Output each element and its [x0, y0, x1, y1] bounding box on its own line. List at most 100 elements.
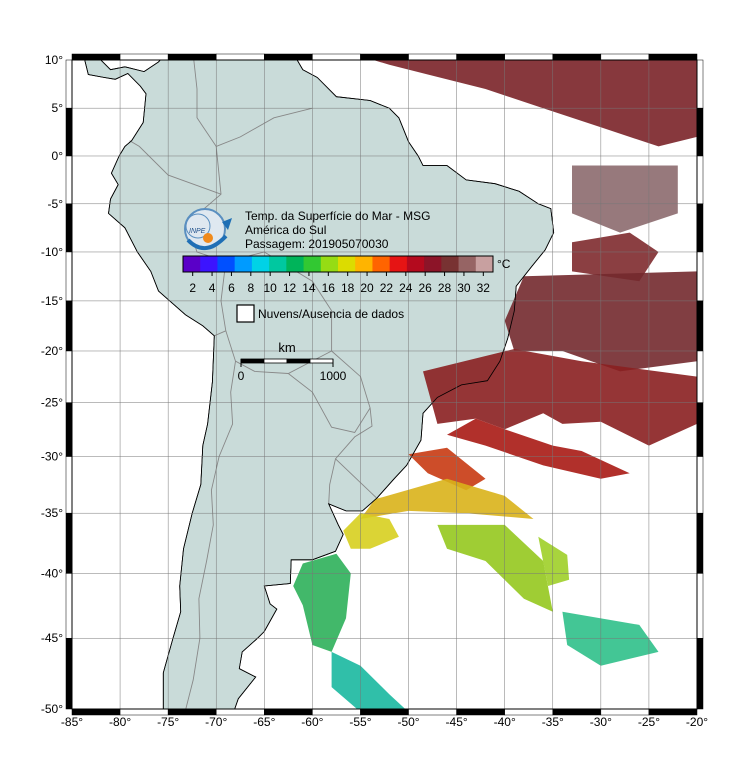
colorbar-cell: [200, 256, 218, 272]
x-tick-label: -20°: [686, 715, 708, 729]
colorbar-tick-label: 8: [247, 281, 254, 295]
frame-band: [600, 53, 650, 61]
frame-band: [65, 155, 73, 205]
frame-band: [552, 53, 602, 61]
colorbar-cell: [338, 256, 356, 272]
x-tick-label: -25°: [638, 715, 660, 729]
frame-band: [264, 53, 313, 61]
sst-patch: [408, 447, 486, 491]
x-tick-label: -65°: [253, 715, 275, 729]
colorbar-cell: [303, 256, 322, 272]
frame-band: [215, 53, 265, 61]
frame-band: [65, 573, 73, 639]
border: [185, 361, 236, 709]
frame-band: [312, 708, 361, 716]
scalebar-segment: [263, 358, 288, 364]
x-tick-label: -70°: [205, 715, 227, 729]
y-tick-label: -50°: [41, 702, 63, 716]
colorbar-tick-label: 18: [341, 281, 355, 295]
frame-band: [456, 53, 505, 61]
border: [193, 60, 217, 147]
x-tick-label: -50°: [397, 715, 419, 729]
frame-band: [696, 300, 704, 352]
frame-band: [65, 637, 73, 710]
frame-band: [456, 708, 505, 716]
colorbar-tick-label: 20: [360, 281, 374, 295]
colorbar-tick-label: 30: [457, 281, 471, 295]
scalebar-label: 1000: [320, 369, 347, 383]
scalebar-segment: [240, 358, 265, 364]
x-tick-label: -55°: [349, 715, 371, 729]
sst-patch: [437, 524, 553, 612]
frame-band: [600, 708, 650, 716]
y-tick-label: -25°: [41, 396, 63, 410]
y-tick-label: -15°: [41, 294, 63, 308]
colorbar-cell: [269, 256, 287, 272]
sst-patch: [293, 553, 351, 652]
frame-band: [167, 708, 217, 716]
sst-patch: [447, 418, 630, 479]
frame-band: [65, 251, 73, 302]
logo: INPE: [184, 208, 232, 250]
x-tick-label: -30°: [590, 715, 612, 729]
sst-patch: [331, 651, 406, 709]
colorbar: 2 4 6 8 10 12 14 16 18 20 22 24 26 28 30 32: [182, 255, 494, 295]
scalebar-segment: [286, 358, 311, 364]
y-tick-label: -40°: [41, 566, 63, 580]
y-tick-label: -10°: [41, 245, 63, 259]
frame-band: [696, 402, 704, 457]
colorbar-tick-label: 24: [399, 281, 413, 295]
frame: [65, 53, 704, 716]
colorbar-tick-label: 22: [380, 281, 394, 295]
x-tick-label: -80°: [109, 715, 131, 729]
frame-band: [65, 512, 73, 574]
x-tick-label: -45°: [446, 715, 468, 729]
frame-band: [696, 251, 704, 302]
frame-band: [552, 708, 602, 716]
title: Temp. da Superfície do Mar - MSG: [245, 209, 430, 223]
colorbar-tick-label: 4: [209, 281, 216, 295]
border: [328, 458, 336, 504]
colorbar-tick-label: 14: [302, 281, 316, 295]
y-tick-label: -35°: [41, 506, 63, 520]
x-tick-label: -40°: [494, 715, 516, 729]
frame-band: [65, 59, 73, 109]
colorbar-tick-label: 10: [264, 281, 278, 295]
frame-band: [65, 456, 73, 514]
colorbar-tick-label: 16: [322, 281, 336, 295]
colorbar-tick-label: 2: [189, 281, 196, 295]
colorbar-tick-label: 28: [438, 281, 452, 295]
border: [288, 373, 371, 434]
border: [214, 261, 227, 337]
x-tick-label: -60°: [301, 715, 323, 729]
overlay: INPE Temp. da Superfície do Mar - MSG Am…: [182, 208, 511, 383]
colorbar-cell: [458, 256, 477, 272]
frame-band: [65, 350, 73, 403]
frame-border: [71, 59, 698, 710]
colorbar-cell: [251, 256, 270, 272]
frame-band: [65, 300, 73, 352]
colorbar-tick-label: 12: [283, 281, 297, 295]
sst-patch: [572, 232, 659, 282]
frame-band: [408, 53, 457, 61]
frame-band: [408, 708, 457, 716]
frame-band: [696, 107, 704, 157]
colorbar-cell: [355, 256, 373, 272]
frame-band: [360, 53, 409, 61]
colorbar-cell: [441, 256, 460, 272]
y-tick-label: -20°: [41, 344, 63, 358]
frame-band: [648, 708, 698, 716]
frame-band: [71, 53, 121, 61]
frame-band: [696, 203, 704, 253]
colorbar-cell: [372, 256, 391, 272]
colorbar-cell: [424, 256, 442, 272]
frame-band: [65, 107, 73, 157]
colorbar-cell: [286, 256, 305, 272]
sst-patch: [572, 165, 678, 233]
colorbar-tick-label: 32: [477, 281, 491, 295]
sst-patch: [562, 611, 659, 666]
x-tick-label: -85°: [61, 715, 83, 729]
y-tick-label: -30°: [41, 450, 63, 464]
colorbar-unit: °C: [497, 257, 511, 271]
frame-band: [215, 708, 265, 716]
